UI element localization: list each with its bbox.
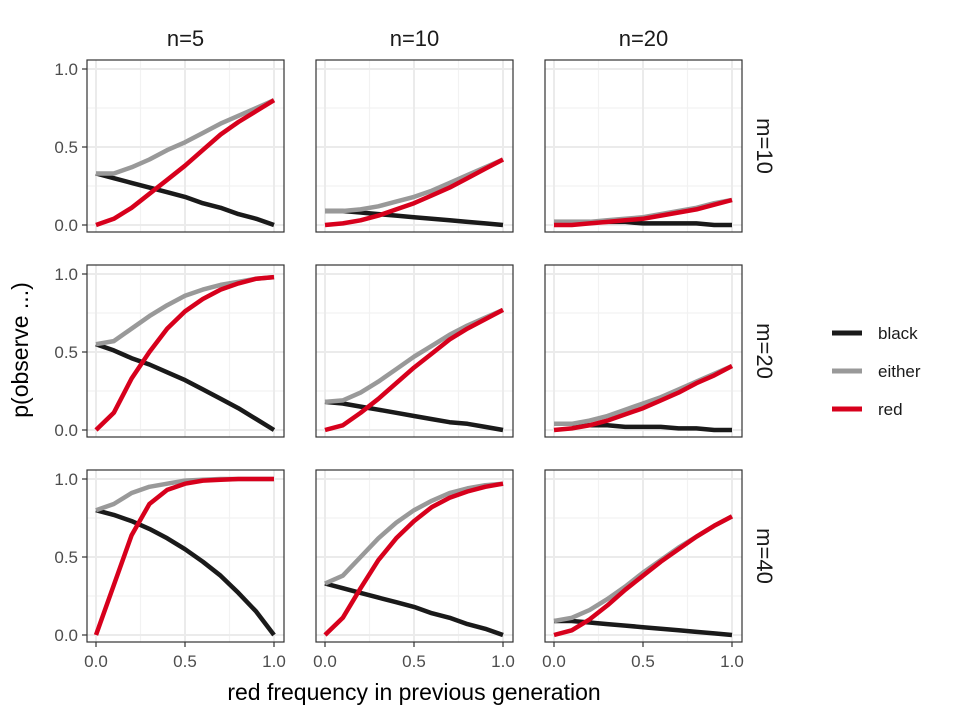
series-line-red xyxy=(95,98,276,228)
legend-label-either: either xyxy=(878,362,921,381)
series-line-black xyxy=(95,508,276,637)
series-line-either xyxy=(325,157,504,214)
legend: black either red xyxy=(832,324,921,419)
series-line-either xyxy=(96,98,275,176)
y-tick-label: 0.5 xyxy=(54,343,78,362)
panel-n=5-m=40: 0.0 0.5 1.0 0.0 0.5 1.0 xyxy=(54,469,286,671)
series-line-red xyxy=(93,476,274,636)
x-tick-label: 0.0 xyxy=(313,652,337,671)
panel-border xyxy=(315,264,514,438)
panel-n=20-m=20 xyxy=(544,264,743,438)
series-line-red xyxy=(324,157,505,228)
x-tick-label: 1.0 xyxy=(491,652,515,671)
panel-n=10-m=20 xyxy=(315,264,514,438)
y-tick-label: 1.0 xyxy=(54,470,78,489)
series-line-red xyxy=(94,274,275,432)
x-tick-label: 0.5 xyxy=(402,652,426,671)
x-tick-label: 0.0 xyxy=(84,652,108,671)
column-strip-label: n=20 xyxy=(619,26,669,51)
series-line-red xyxy=(554,197,733,228)
legend-label-black: black xyxy=(878,324,918,343)
y-tick-label: 0.0 xyxy=(54,626,78,645)
panel-n=5-m=20: 0.0 0.5 1.0 xyxy=(54,264,285,440)
panel-n=5-m=10: 0.0 0.5 1.0 xyxy=(54,59,285,235)
series-line-black xyxy=(324,581,504,638)
series-line-red xyxy=(323,481,504,637)
series-line-red xyxy=(553,364,734,433)
chart-panels: 0.00.51.00.00.51.00.00.51.00.0 0.5 1.0 0.0 0… xyxy=(54,59,744,671)
panel-n=10-m=40: 0.0 0.5 1.0 xyxy=(313,469,515,671)
x-axis-title: red frequency in previous generation xyxy=(227,679,600,705)
panel-n=20-m=10 xyxy=(544,59,743,233)
x-tick-label: 1.0 xyxy=(720,652,744,671)
series-line-either xyxy=(324,481,504,586)
column-strip-label: n=10 xyxy=(390,26,440,51)
row-strip-label: m=10 xyxy=(752,118,777,174)
x-tick-label: 0.0 xyxy=(542,652,566,671)
series-line-red xyxy=(324,307,505,433)
row-strip-label: m=20 xyxy=(752,323,777,379)
x-tick-label: 1.0 xyxy=(262,652,286,671)
y-tick-label: 0.5 xyxy=(54,548,78,567)
panel-border xyxy=(86,264,285,438)
series-line-black xyxy=(324,399,504,433)
row-strip-label: m=40 xyxy=(752,528,777,584)
y-axis-title: p(observe ...) xyxy=(7,282,33,418)
y-tick-label: 0.0 xyxy=(54,216,78,235)
series-line-red xyxy=(553,514,734,638)
y-tick-label: 0.0 xyxy=(54,421,78,440)
y-tick-label: 1.0 xyxy=(54,60,78,79)
y-tick-label: 0.5 xyxy=(54,138,78,157)
x-tick-label: 0.5 xyxy=(173,652,197,671)
legend-label-red: red xyxy=(878,400,903,419)
series-line-black xyxy=(95,171,275,228)
panel-border xyxy=(86,59,285,233)
facet-strip-labels: n=5 n=10 n=20 m=10 m=20 m=40 xyxy=(167,26,777,584)
panel-n=20-m=40: 0.0 0.5 1.0 xyxy=(542,469,744,671)
panel-border xyxy=(544,264,743,438)
column-strip-label: n=5 xyxy=(167,26,204,51)
series-line-black xyxy=(95,342,276,432)
panel-n=10-m=10 xyxy=(315,59,514,233)
series-line-either xyxy=(324,307,504,405)
panel-border xyxy=(544,59,743,233)
x-tick-label: 0.5 xyxy=(631,652,655,671)
y-tick-label: 1.0 xyxy=(54,265,78,284)
panel-border xyxy=(315,59,514,233)
